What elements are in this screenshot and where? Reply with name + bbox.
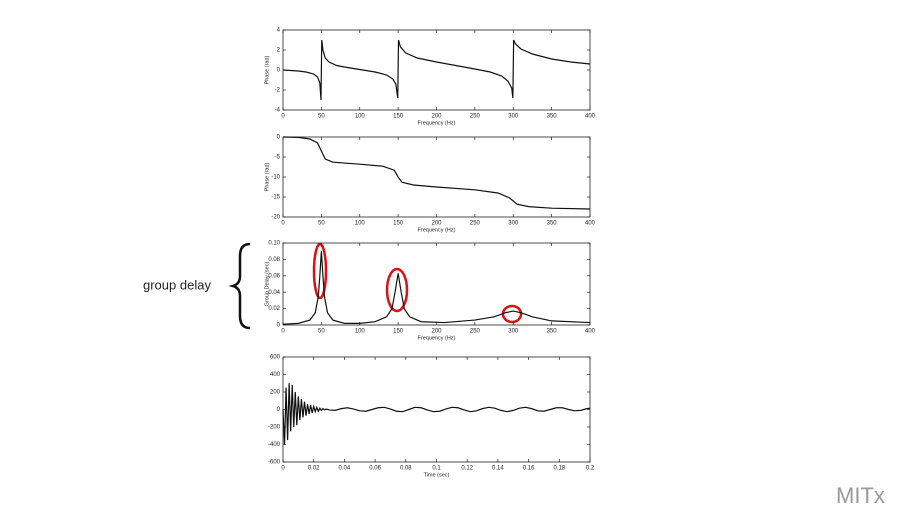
x-tick-label: 200: [431, 114, 442, 120]
x-tick-label: 0.04: [339, 466, 351, 472]
highlight-circle: [501, 304, 523, 324]
y-tick-label: -600: [268, 460, 281, 466]
y-tick-label: 0: [277, 323, 281, 329]
x-tick-label: 300: [508, 221, 519, 227]
y-tick-label: -400: [268, 442, 281, 448]
y-tick-label: 200: [270, 390, 281, 396]
data-line: [282, 39, 591, 101]
x-axis-label: Frequency (Hz): [418, 227, 456, 233]
x-tick-label: 100: [355, 329, 366, 335]
y-axis-label: Group Delay (sec): [264, 262, 270, 307]
x-tick-label: 250: [470, 114, 481, 120]
y-tick-label: -20: [271, 215, 280, 221]
y-tick-label: -10: [271, 175, 280, 181]
x-tick-label: 0: [281, 329, 285, 335]
x-tick-label: 0.18: [553, 466, 565, 472]
y-tick-label: 0.02: [268, 306, 280, 312]
plot-frame: [282, 242, 591, 326]
x-tick-label: 200: [431, 329, 442, 335]
x-tick-label: 0.1: [432, 466, 441, 472]
x-tick-label: 400: [585, 114, 596, 120]
plot-frame: [282, 29, 591, 111]
data-line: [282, 136, 591, 210]
y-axis-label: Phase (rad): [264, 55, 270, 84]
highlight-circle: [312, 242, 328, 300]
highlight-circle: [385, 267, 409, 313]
y-tick-label: 0.08: [268, 257, 280, 263]
x-axis-label: Time (sec): [424, 472, 450, 478]
plot-frame: [282, 136, 591, 218]
x-tick-label: 250: [470, 329, 481, 335]
x-tick-label: 0.14: [492, 466, 504, 472]
annotation-label: group delay: [143, 277, 211, 292]
x-axis-label: Frequency (Hz): [418, 120, 456, 126]
y-tick-label: 400: [270, 372, 281, 378]
y-tick-label: 2: [277, 48, 281, 54]
brace: [228, 242, 251, 330]
y-tick-label: 0: [277, 135, 281, 141]
x-tick-label: 150: [393, 114, 404, 120]
logo: MITx: [836, 483, 885, 508]
x-tick-label: 0.08: [400, 466, 412, 472]
y-tick-label: -15: [271, 195, 280, 201]
y-tick-label: 0: [277, 407, 281, 413]
y-tick-label: 0.06: [268, 273, 280, 279]
y-tick-label: 0: [277, 68, 281, 74]
y-tick-label: -5: [275, 155, 281, 161]
x-tick-label: 350: [547, 329, 558, 335]
x-tick-label: 0: [281, 114, 285, 120]
x-tick-label: 350: [547, 114, 558, 120]
x-tick-label: 0: [281, 221, 285, 227]
y-tick-label: -4: [275, 108, 281, 114]
x-tick-label: 50: [318, 221, 325, 227]
y-tick-label: 0.10: [268, 241, 280, 247]
y-tick-label: -200: [268, 425, 281, 431]
x-axis-label: Frequency (Hz): [418, 335, 456, 341]
x-tick-label: 200: [431, 221, 442, 227]
x-tick-label: 150: [393, 329, 404, 335]
x-tick-label: 50: [318, 329, 325, 335]
data-line: [282, 251, 591, 325]
x-tick-label: 0.16: [523, 466, 535, 472]
x-tick-label: 150: [393, 221, 404, 227]
x-tick-label: 0.2: [586, 466, 595, 472]
x-tick-label: 100: [355, 221, 366, 227]
x-tick-label: 50: [318, 114, 325, 120]
x-tick-label: 400: [585, 329, 596, 335]
x-tick-label: 0.02: [308, 466, 320, 472]
x-tick-label: 300: [508, 114, 519, 120]
y-tick-label: 600: [270, 355, 281, 361]
x-tick-label: 350: [547, 221, 558, 227]
x-tick-label: 250: [470, 221, 481, 227]
x-tick-label: 0.12: [461, 466, 473, 472]
y-tick-label: 4: [277, 28, 281, 34]
y-tick-label: -2: [275, 88, 281, 94]
x-tick-label: 100: [355, 114, 366, 120]
x-tick-label: 300: [508, 329, 519, 335]
data-line: [282, 383, 591, 445]
x-tick-label: 400: [585, 221, 596, 227]
y-tick-label: 0.04: [268, 290, 280, 296]
x-tick-label: 0.06: [369, 466, 381, 472]
y-axis-label: Phase (rad): [264, 162, 270, 191]
x-tick-label: 0: [281, 466, 285, 472]
